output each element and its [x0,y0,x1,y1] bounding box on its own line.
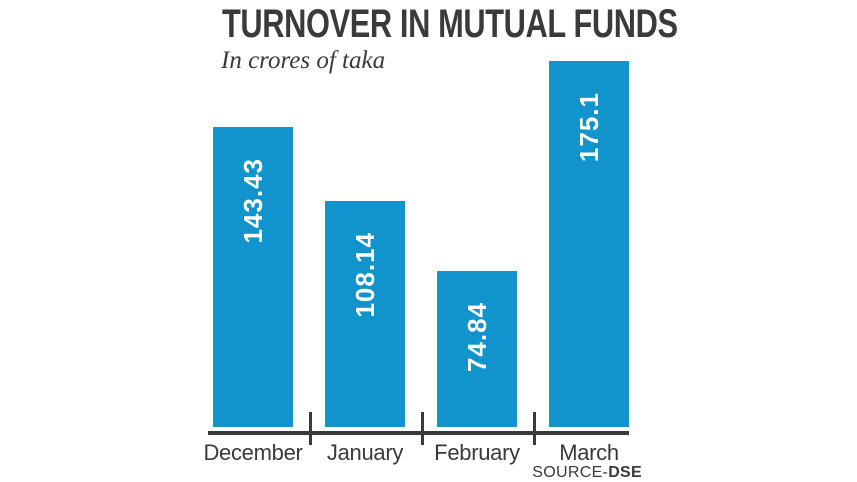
axis-label-january: January [326,440,404,465]
bar-value-label-february: 74.84 [461,302,492,373]
bar-value-label-wrap: 74.84 [437,302,517,372]
bar-january: 108.14 [325,201,405,427]
x-axis-tick [533,412,536,445]
bar-value-label-december: 143.43 [237,158,268,244]
source-prefix-label: SOURCE- [532,464,609,481]
bar-value-label-wrap: 143.43 [213,158,293,244]
axis-label-december: December [203,440,303,465]
x-axis-line [208,431,629,435]
bar-value-label-january: 108.14 [349,232,380,318]
bar-march: 175.1 [549,61,629,427]
axis-label-february: February [434,440,520,465]
bar-value-label-march: 175.1 [573,92,604,163]
chart-subtitle: In crores of taka [221,47,386,74]
bar-value-label-wrap: 108.14 [325,232,405,318]
chart-title: TURNOVER IN MUTUAL FUNDS [222,2,678,46]
bar-december: 143.43 [213,127,293,427]
plot-area: 143.43 108.14 74.84 175.1 [208,0,629,427]
x-axis-tick [421,412,424,445]
axis-label-march: March [559,440,619,465]
source-name-label: DSE [608,464,642,481]
source-credit: SOURCE-DSE [208,464,642,482]
bar-value-label-wrap: 175.1 [549,92,629,162]
bar-february: 74.84 [437,271,517,427]
x-axis-tick [309,412,312,445]
